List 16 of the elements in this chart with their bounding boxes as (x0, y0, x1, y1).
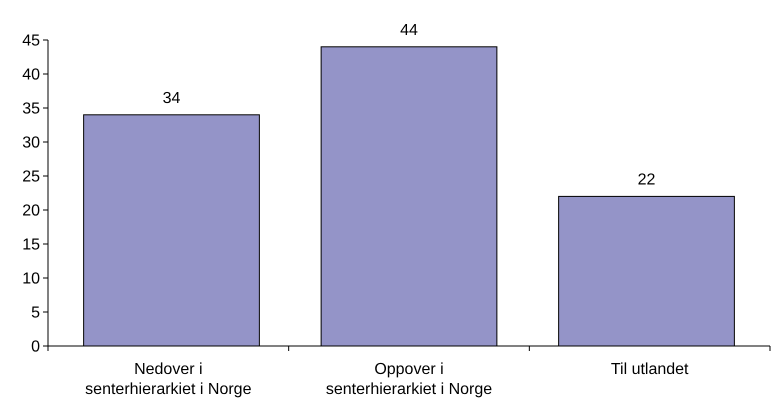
y-tick-label: 15 (22, 236, 40, 254)
y-tick-label: 40 (22, 66, 40, 84)
y-tick-label: 20 (22, 202, 40, 220)
y-tick-label: 35 (22, 100, 40, 118)
x-tick-label: Oppover i senterhierarkiet i Norge (326, 361, 492, 398)
data-label: 22 (638, 171, 656, 188)
y-tick-label: 25 (22, 168, 40, 186)
data-label: 34 (162, 90, 180, 107)
x-tick-label: Nedover i senterhierarkiet i Norge (85, 361, 252, 398)
data-label: 44 (400, 22, 418, 39)
y-tick-label: 5 (31, 304, 40, 322)
y-tick-label: 45 (22, 32, 40, 50)
y-tick-label: 0 (31, 338, 40, 356)
y-tick-label: 30 (22, 134, 40, 152)
y-tick-label: 10 (22, 270, 40, 288)
x-tick-label: Til utlandet (610, 361, 690, 378)
